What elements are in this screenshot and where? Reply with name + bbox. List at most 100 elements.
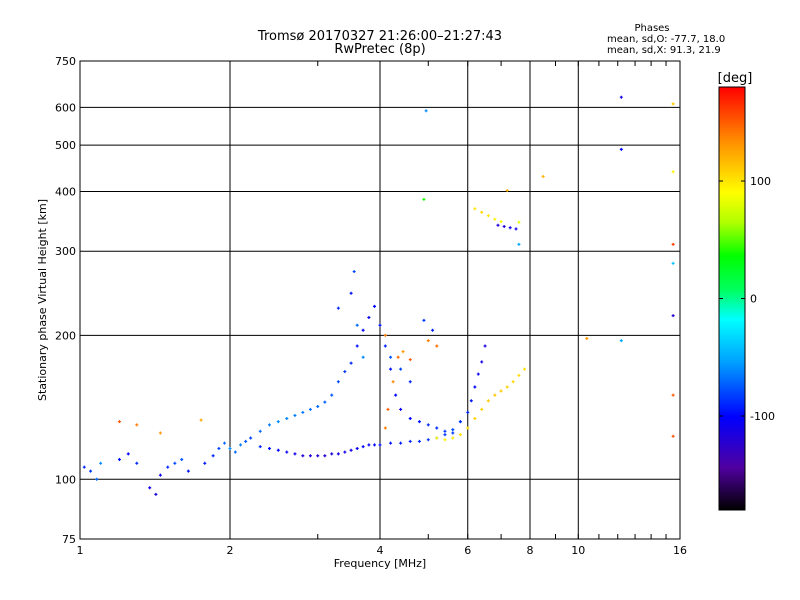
data-point [258,429,262,433]
data-point [308,454,312,458]
data-point [293,413,297,417]
data-point [336,452,340,456]
data-point [443,438,447,442]
data-point [82,465,86,469]
colorbar-label: [deg] [718,71,753,86]
data-point [352,270,356,274]
data-point [408,439,412,443]
data-point [349,361,353,365]
phase-stats-x: mean, sd,X: 91.3, 21.9 [607,45,721,56]
data-point [585,337,589,341]
x-axis-label: Frequency [MHz] [334,557,426,570]
data-point [316,404,320,408]
data-point [514,227,518,231]
data-point [422,197,426,201]
data-point [373,443,377,447]
data-point [180,457,184,461]
data-point [541,174,545,178]
data-point [508,226,512,230]
data-point [401,350,405,354]
data-point [422,318,426,322]
data-point [431,328,435,332]
data-point [158,473,162,477]
data-point [394,393,398,397]
colorbar-tick-label: 100 [750,175,771,188]
data-point [285,417,289,421]
data-point [473,385,477,389]
data-point [458,433,462,437]
data-point [330,393,334,397]
data-point [323,454,327,458]
data-point [426,438,430,442]
data-point [367,315,371,319]
data-point [336,380,340,384]
data-point [355,344,359,348]
data-point [349,291,353,295]
data-point [619,95,623,99]
data-point [199,418,203,422]
data-point [469,399,473,403]
data-point [239,443,243,447]
data-point [276,448,280,452]
data-point [458,420,462,424]
data-point [480,407,484,411]
data-point [355,446,359,450]
data-point [511,380,515,384]
data-point [386,407,390,411]
data-point [505,188,509,192]
data-point [619,147,623,151]
colorbar-tick-label: 0 [750,293,757,306]
data-point [523,367,527,371]
data-point [135,461,139,465]
data-point [343,370,347,374]
data-point [126,452,130,456]
x-tick-label: 1 [77,544,84,557]
data-point [383,426,387,430]
x-tick-label: 16 [673,544,687,557]
data-point [148,486,152,490]
data-point [389,367,393,371]
x-tick-label: 4 [377,544,384,557]
data-point [408,417,412,421]
data-point [671,102,675,106]
data-point [496,223,500,227]
data-point [493,217,497,221]
data-point [99,461,103,465]
phase-stats-o: mean, sd,O: -77.7, 18.0 [607,34,725,45]
colorbar-ticks: 100 0 -100 [719,175,775,423]
data-point [671,170,675,174]
data-point [399,441,403,445]
data-point [476,372,480,376]
data-point [473,207,477,211]
data-point [203,461,207,465]
data-point [499,389,503,393]
data-point [671,434,675,438]
data-point [451,436,455,440]
data-point [89,469,93,473]
data-point [249,436,253,440]
data-point [473,417,477,421]
x-tick-label: 2 [227,544,234,557]
x-tick-label: 6 [464,544,471,557]
colorbar-tick-label: -100 [750,410,775,423]
data-point [244,439,248,443]
data-point [499,220,503,224]
data-point [480,210,484,214]
data-point [117,457,121,461]
data-point [367,443,371,447]
data-point [361,445,365,449]
data-point [355,323,359,327]
data-point [671,261,675,265]
data-point [408,380,412,384]
data-point [154,492,158,496]
y-tick-label: 300 [55,245,76,258]
data-point [330,452,334,456]
data-point [417,420,421,424]
data-point [466,410,470,414]
x-axis: 1 2 4 6 8 10 16 [77,61,687,557]
x-tick-label: 10 [571,544,585,557]
data-point [117,420,121,424]
data-point [480,360,484,364]
data-point [435,436,439,440]
y-tick-label: 600 [55,101,76,114]
